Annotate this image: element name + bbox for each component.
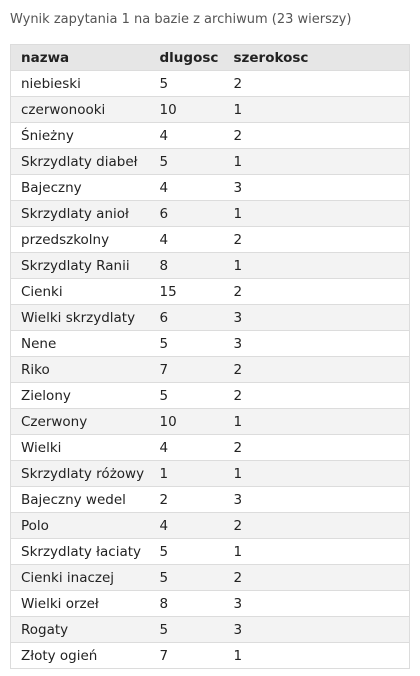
table-cell: 5 [149,330,224,357]
table-cell: 2 [149,486,224,513]
column-header: dlugosc [149,44,224,71]
table-cell: 7 [149,642,224,669]
table-row: Skrzydlaty diabeł 5 1 [10,148,410,175]
header-row: nazwa dlugosc szerokosc [10,44,410,71]
table-cell: 5 [149,70,224,97]
table-cell: 2 [223,382,410,409]
table-row: Skrzydlaty różowy 1 1 [10,460,410,487]
table-cell: 1 [223,200,410,227]
table-cell: Czerwony [10,408,150,435]
table-cell: Bajeczny wedel [10,486,150,513]
table-row: Rogaty 5 3 [10,616,410,643]
table-row: przedszkolny 4 2 [10,226,410,253]
table-row: Wielki orzeł 8 3 [10,590,410,617]
table-cell: Wielki orzeł [10,590,150,617]
table-cell: 10 [149,408,224,435]
table-cell: 4 [149,512,224,539]
table-cell: 5 [149,148,224,175]
table-cell: 2 [223,278,410,305]
table-row: Bajeczny 4 3 [10,174,410,201]
table-row: Skrzydlaty Ranii 8 1 [10,252,410,279]
table-row: Riko 7 2 [10,356,410,383]
table-row: niebieski 5 2 [10,70,410,97]
table-row: Cienki inaczej 5 2 [10,564,410,591]
table-cell: Skrzydlaty diabeł [10,148,150,175]
table-cell: 2 [223,512,410,539]
table-cell: 8 [149,590,224,617]
table-cell: 2 [223,564,410,591]
table-cell: 6 [149,200,224,227]
table-cell: Riko [10,356,150,383]
table-cell: 2 [223,356,410,383]
table-cell: Skrzydlaty łaciaty [10,538,150,565]
table-cell: 1 [223,148,410,175]
table-row: Wielki skrzydlaty 6 3 [10,304,410,331]
table-cell: 2 [223,122,410,149]
table-cell: Skrzydlaty anioł [10,200,150,227]
table-cell: Złoty ogień [10,642,150,669]
column-header: szerokosc [223,44,410,71]
table-row: Skrzydlaty anioł 6 1 [10,200,410,227]
table-cell: 2 [223,226,410,253]
table-row: Bajeczny wedel 2 3 [10,486,410,513]
table-cell: 5 [149,616,224,643]
query-title: Wynik zapytania 1 na bazie z archiwum (2… [10,12,352,27]
table-cell: Skrzydlaty Ranii [10,252,150,279]
table-cell: 4 [149,174,224,201]
table-row: Skrzydlaty łaciaty 5 1 [10,538,410,565]
table-cell: 5 [149,564,224,591]
table-cell: Polo [10,512,150,539]
table-cell: 1 [223,252,410,279]
table-cell: Wielki [10,434,150,461]
table-cell: 1 [223,96,410,123]
table-row: Śnieżny 4 2 [10,122,410,149]
table-cell: Skrzydlaty różowy [10,460,150,487]
table-row: Złoty ogień 7 1 [10,642,410,669]
table-cell: 1 [223,538,410,565]
table-row: Nene 5 3 [10,330,410,357]
table-cell: 3 [223,486,410,513]
table-row: czerwonooki 10 1 [10,96,410,123]
table-row: Wielki 4 2 [10,434,410,461]
table-cell: 2 [223,434,410,461]
table-cell: 3 [223,616,410,643]
table-cell: 1 [223,408,410,435]
table-cell: 3 [223,174,410,201]
table-cell: niebieski [10,70,150,97]
table-row: Zielony 5 2 [10,382,410,409]
table-cell: Nene [10,330,150,357]
table-row: Cienki 15 2 [10,278,410,305]
table-cell: Cienki inaczej [10,564,150,591]
table-cell: 3 [223,330,410,357]
table-cell: czerwonooki [10,96,150,123]
table-cell: 4 [149,434,224,461]
table-cell: 1 [223,642,410,669]
table-row: Polo 4 2 [10,512,410,539]
table-cell: 3 [223,304,410,331]
table-cell: 15 [149,278,224,305]
table-cell: przedszkolny [10,226,150,253]
table-row: Czerwony 10 1 [10,408,410,435]
table-cell: 6 [149,304,224,331]
table-cell: Śnieżny [10,122,150,149]
table-cell: 10 [149,96,224,123]
table-cell: Zielony [10,382,150,409]
table-cell: 8 [149,252,224,279]
table-cell: 4 [149,226,224,253]
table-cell: Wielki skrzydlaty [10,304,150,331]
table-cell: 4 [149,122,224,149]
table-cell: Rogaty [10,616,150,643]
table-cell: Cienki [10,278,150,305]
table-cell: 3 [223,590,410,617]
table-cell: 1 [149,460,224,487]
table-cell: Bajeczny [10,174,150,201]
table-cell: 7 [149,356,224,383]
table-cell: 2 [223,70,410,97]
column-header: nazwa [10,44,150,71]
result-table: nazwa dlugosc szerokosc niebieski 5 2 czerwon… [10,44,410,669]
table-cell: 5 [149,382,224,409]
table-cell: 1 [223,460,410,487]
table-cell: 5 [149,538,224,565]
